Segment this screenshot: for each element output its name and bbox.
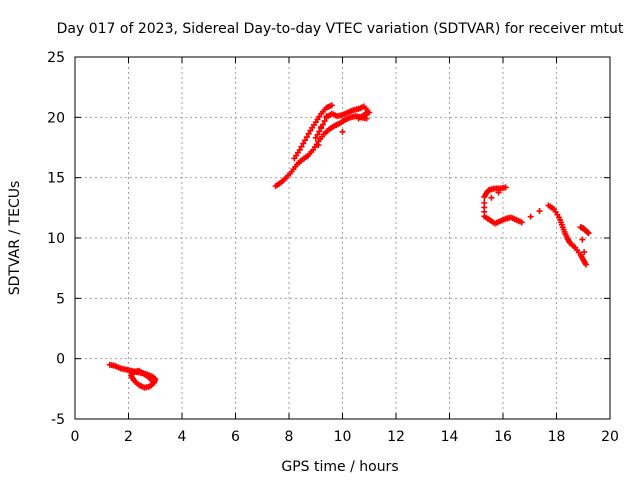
data-point <box>300 140 307 147</box>
data-point <box>527 213 534 220</box>
x-tick-label: 12 <box>387 429 405 445</box>
series-segment-2 <box>272 102 373 190</box>
x-tick-label: 4 <box>178 429 187 445</box>
data-point <box>585 230 592 237</box>
y-tick-label: -5 <box>51 412 65 428</box>
data-point <box>328 102 335 109</box>
x-axis-label: GPS time / hours <box>281 459 398 475</box>
x-tick-label: 10 <box>334 429 352 445</box>
data-point <box>296 146 303 153</box>
data-point <box>355 115 362 122</box>
y-tick-label: 10 <box>47 231 65 247</box>
data-point <box>149 378 156 385</box>
data-point <box>502 184 509 191</box>
y-tick-label: 15 <box>47 171 65 187</box>
data-point <box>582 261 589 268</box>
data-point <box>339 128 346 135</box>
data-point <box>536 208 543 215</box>
data-point <box>302 137 309 144</box>
grid <box>75 57 610 419</box>
data-point <box>363 115 370 122</box>
data-point <box>298 143 305 150</box>
data-point <box>318 125 325 132</box>
x-tick-label: 0 <box>71 429 80 445</box>
data-point <box>495 189 502 196</box>
y-axis-label: SDTVAR / TECUs <box>7 181 23 296</box>
data-point <box>312 134 319 141</box>
x-tick-label: 6 <box>231 429 240 445</box>
data-point <box>518 219 525 226</box>
y-tick-label: 20 <box>47 110 65 126</box>
y-tick-label: 25 <box>47 50 65 66</box>
x-tick-label: 16 <box>494 429 512 445</box>
series-segment-1 <box>106 361 159 391</box>
chart-title: Day 017 of 2023, Sidereal Day-to-day VTE… <box>57 21 624 37</box>
axis-ticks: 0 2 4 6 8 10 12 14 16 18 20 -5 0 5 10 15 20 25 <box>47 50 619 445</box>
data-point <box>321 117 328 124</box>
x-tick-label: 14 <box>441 429 459 445</box>
x-tick-label: 20 <box>601 429 619 445</box>
data-points <box>106 102 592 391</box>
y-tick-label: 0 <box>56 352 65 368</box>
data-point <box>303 134 310 141</box>
x-tick-label: 2 <box>124 429 133 445</box>
y-tick-label: 5 <box>56 291 65 307</box>
data-point <box>581 249 588 256</box>
data-point <box>579 236 586 243</box>
data-point <box>584 229 591 236</box>
data-point <box>316 128 323 135</box>
data-point <box>305 130 312 137</box>
x-tick-label: 8 <box>285 429 294 445</box>
data-point <box>314 131 321 138</box>
series-segment-3 <box>481 184 592 268</box>
data-point <box>319 121 326 128</box>
data-point <box>315 142 322 149</box>
x-tick-label: 18 <box>548 429 566 445</box>
data-point <box>488 194 495 201</box>
